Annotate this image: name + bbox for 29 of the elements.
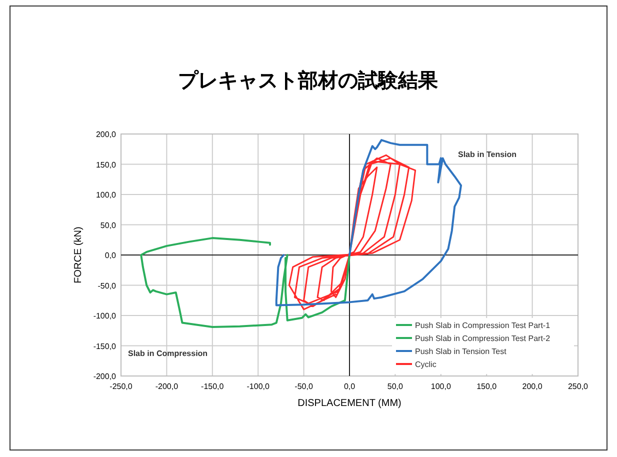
x-tick-label: -200,0	[155, 382, 179, 391]
y-tick-label: 0,0	[104, 251, 117, 260]
chart-title: プレキャスト部材の試験結果	[178, 68, 439, 92]
y-tick-label: 100,0	[96, 190, 117, 200]
y-tick-label: -100,0	[93, 312, 117, 320]
y-tick-label: 200,0	[96, 130, 117, 139]
annotation: Slab in Compression	[128, 349, 208, 358]
y-tick-label: -150,0	[93, 342, 117, 351]
y-tick-label: -200,0	[93, 372, 117, 381]
x-tick-label: 0,0	[344, 382, 356, 391]
legend-label: Cyclic	[415, 360, 436, 369]
y-axis-title: FORCE (kN)	[73, 226, 84, 284]
x-tick-label: -50,0	[294, 382, 314, 391]
y-tick-label: 150,0	[96, 160, 117, 170]
y-tick-label: 50,0	[100, 220, 117, 230]
x-tick-label: -150,0	[201, 382, 224, 391]
x-tick-label: -250,0	[110, 382, 133, 391]
x-tick-label: -100,0	[246, 382, 270, 391]
x-tick-label: 50,0	[387, 382, 404, 391]
legend-label: Push Slab in Compression Test Part-1	[415, 321, 551, 330]
x-tick-label: 150,0	[476, 382, 498, 391]
x-tick-label: 100,0	[430, 382, 452, 391]
legend-label: Push Slab in Compression Test Part-2	[415, 334, 551, 343]
x-tick-label: 250,0	[568, 382, 589, 391]
annotation: Slab in Tension	[458, 150, 517, 159]
x-axis-title: DISPLACEMENT (MM)	[298, 398, 402, 409]
y-tick-label: -50,0	[98, 281, 117, 290]
x-tick-label: 200,0	[522, 382, 543, 391]
legend-label: Push Slab in Tension Test	[415, 347, 508, 356]
